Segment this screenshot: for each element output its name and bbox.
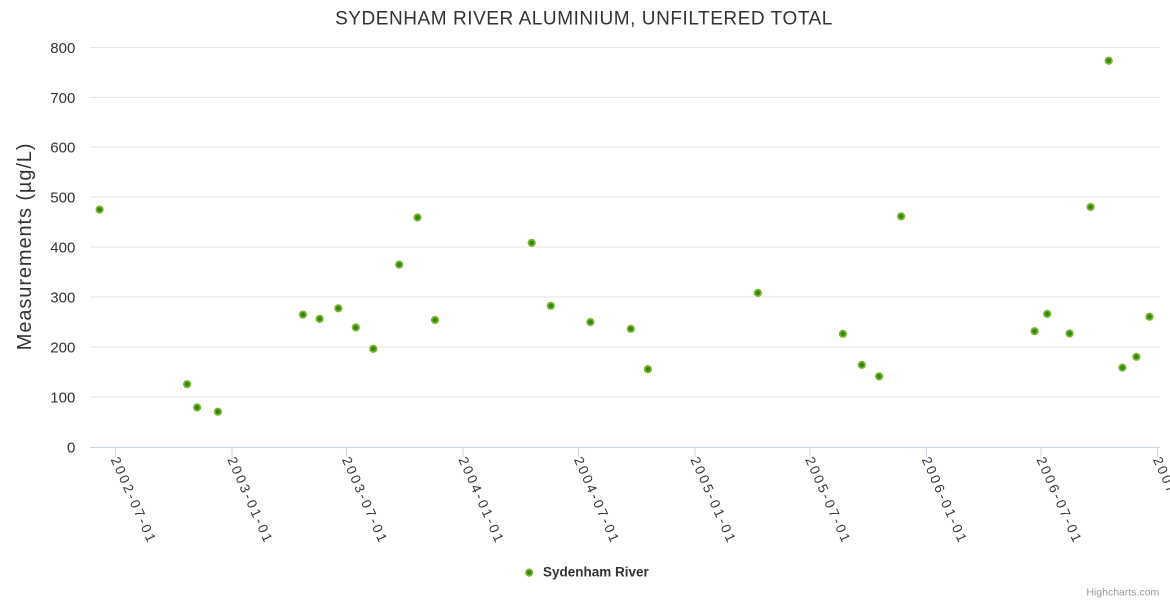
svg-text:Sydenham River: Sydenham River (543, 565, 650, 580)
svg-text:Measurements (µg/L): Measurements (µg/L) (14, 143, 36, 351)
svg-text:200: 200 (50, 340, 75, 357)
svg-text:300: 300 (50, 290, 75, 307)
svg-text:SYDENHAM RIVER ALUMINIUM, UNFI: SYDENHAM RIVER ALUMINIUM, UNFILTERED TOT… (335, 9, 833, 30)
svg-text:700: 700 (50, 90, 75, 107)
svg-text:Highcharts.com: Highcharts.com (1086, 587, 1159, 599)
svg-text:400: 400 (50, 240, 75, 257)
svg-text:100: 100 (50, 390, 75, 407)
svg-text:0: 0 (67, 439, 75, 456)
svg-text:600: 600 (50, 140, 75, 157)
svg-text:500: 500 (50, 190, 75, 207)
svg-text:800: 800 (50, 40, 75, 57)
